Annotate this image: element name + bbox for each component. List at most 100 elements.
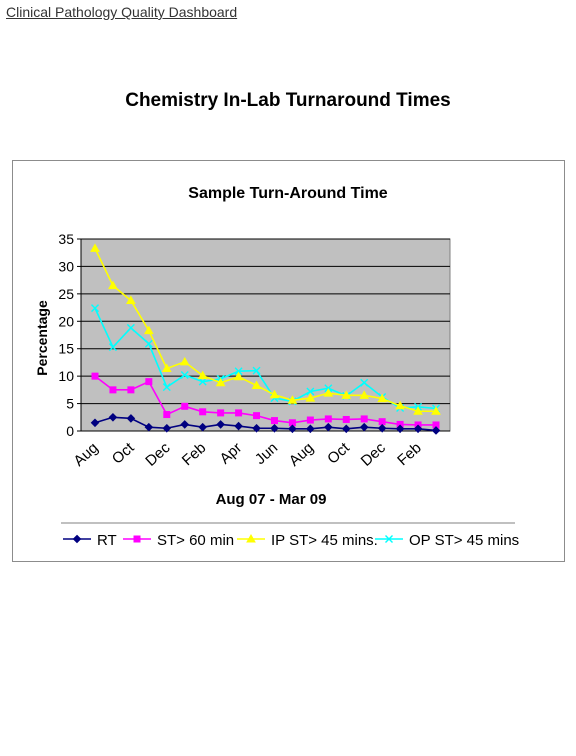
- x-tick-label: Oct: [109, 439, 138, 468]
- legend-item-op-st-45-mins: OP ST> 45 mins: [375, 532, 519, 549]
- data-point-op-st-45-mins: [306, 387, 315, 396]
- data-point-rt: [288, 424, 297, 434]
- data-point-ip-st-45-mins: [233, 371, 244, 381]
- x-tick-label: Feb: [179, 439, 210, 469]
- data-point-ip-st-45-mins: [90, 243, 100, 252]
- data-point-rt: [431, 426, 441, 435]
- data-point-ip-st-45-mins: [197, 370, 208, 380]
- data-point-st-60-min: [306, 416, 314, 424]
- data-point-ip-st-45-mins: [108, 280, 118, 290]
- data-point-rt: [324, 422, 333, 432]
- data-point-rt: [359, 422, 369, 432]
- data-point-st-60-min: [217, 409, 225, 417]
- data-point-rt: [306, 424, 315, 434]
- data-point-ip-st-45-mins: [413, 406, 423, 415]
- data-point-rt: [341, 424, 351, 434]
- data-point-rt: [180, 420, 190, 429]
- data-point-rt: [216, 420, 225, 429]
- data-point-ip-st-45-mins: [287, 395, 298, 404]
- data-point-op-st-45-mins: [180, 371, 189, 380]
- data-point-ip-st-45-mins: [143, 325, 154, 335]
- legend-label: OP ST> 45 mins: [409, 532, 519, 549]
- data-point-op-st-45-mins: [126, 323, 135, 332]
- x-tick-label: Aug: [70, 439, 101, 470]
- data-point-ip-st-45-mins: [305, 393, 316, 402]
- turnaround-line-chart: Sample Turn-Around Time Percentage 0 5 10 1…: [34, 185, 519, 549]
- data-point-op-st-45-mins: [144, 339, 153, 348]
- data-point-st-60-min: [378, 418, 386, 426]
- data-point-st-60-min: [253, 412, 261, 420]
- legend: RT ST> 60 min IP ST> 45 mins. OP ST> 45 min…: [63, 532, 519, 549]
- legend-marker: [246, 533, 256, 543]
- data-point-rt: [108, 412, 118, 422]
- legend-marker: [133, 535, 141, 543]
- data-point-st-60-min: [145, 378, 153, 386]
- data-point-st-60-min: [91, 372, 99, 380]
- y-tick-label: 25: [58, 286, 74, 302]
- series-line-ip-st-45-mins: [94, 247, 436, 413]
- y-tick-label: 15: [58, 341, 74, 357]
- data-point-op-st-45-mins: [198, 377, 207, 386]
- data-point-ip-st-45-mins: [251, 380, 262, 389]
- plot-background: [80, 238, 451, 432]
- data-point-ip-st-45-mins: [359, 390, 370, 399]
- data-point-ip-st-45-mins: [341, 390, 352, 399]
- y-axis-label: Percentage: [34, 300, 50, 376]
- chart-frame: Sample Turn-Around Time Percentage 0 5 10 1…: [12, 160, 565, 562]
- data-point-rt: [162, 423, 172, 433]
- legend-item-rt: RT: [63, 532, 117, 549]
- y-tick-label: 10: [58, 368, 74, 384]
- data-point-st-60-min: [360, 415, 368, 423]
- data-point-ip-st-45-mins: [161, 363, 172, 372]
- x-tick-label: Dec: [142, 439, 174, 470]
- data-point-op-st-45-mins: [252, 366, 261, 375]
- legend-label: ST> 60 min: [157, 532, 234, 549]
- x-tick-label: Jun: [252, 439, 281, 468]
- x-tick-label: Apr: [217, 439, 246, 467]
- data-point-op-st-45-mins: [162, 383, 171, 392]
- legend-marker: [72, 534, 82, 544]
- data-point-rt: [270, 423, 279, 433]
- data-point-st-60-min: [163, 411, 171, 419]
- legend-label: IP ST> 45 mins.: [271, 532, 378, 549]
- data-point-st-60-min: [127, 386, 135, 394]
- data-point-st-60-min: [324, 415, 332, 423]
- legend-item-ip-st-45-mins: IP ST> 45 mins.: [237, 532, 378, 549]
- y-tick-label: 30: [58, 258, 74, 274]
- x-tick-label: Dec: [358, 439, 390, 470]
- data-point-st-60-min: [342, 415, 350, 423]
- x-tick-label: Oct: [324, 439, 353, 468]
- data-point-rt: [144, 422, 154, 432]
- data-point-ip-st-45-mins: [395, 400, 405, 410]
- data-point-rt: [413, 424, 423, 434]
- chart-title: Sample Turn-Around Time: [188, 185, 388, 202]
- y-tick-label: 5: [66, 396, 74, 412]
- data-point-ip-st-45-mins: [377, 393, 388, 403]
- x-tick-label: Aug: [286, 439, 317, 470]
- data-point-ip-st-45-mins: [215, 377, 226, 387]
- data-point-st-60-min: [109, 386, 117, 394]
- data-point-ip-st-45-mins: [126, 295, 136, 304]
- x-axis-label: Aug 07 - Mar 09: [216, 491, 327, 508]
- data-point-ip-st-45-mins: [179, 356, 190, 366]
- data-point-st-60-min: [199, 408, 207, 416]
- data-point-ip-st-45-mins: [269, 389, 280, 399]
- page-title: Chemistry In-Lab Turnaround Times: [125, 90, 451, 111]
- data-point-st-60-min: [235, 409, 243, 417]
- data-point-op-st-45-mins: [234, 367, 243, 376]
- data-point-op-st-45-mins: [360, 378, 369, 387]
- legend-marker: [385, 535, 393, 543]
- data-point-rt: [377, 423, 387, 433]
- dashboard-link[interactable]: Clinical Pathology Quality Dashboard: [6, 4, 238, 20]
- data-point-st-60-min: [181, 402, 189, 410]
- data-point-rt: [126, 414, 136, 423]
- y-tick-label: 20: [58, 313, 74, 329]
- y-tick-label: 35: [58, 231, 74, 247]
- data-point-st-60-min: [270, 417, 278, 425]
- y-tick-label: 0: [66, 423, 74, 439]
- legend-item-st-60-min: ST> 60 min: [123, 532, 234, 549]
- data-point-rt: [90, 418, 100, 428]
- data-point-rt: [252, 423, 261, 433]
- data-point-rt: [198, 422, 207, 432]
